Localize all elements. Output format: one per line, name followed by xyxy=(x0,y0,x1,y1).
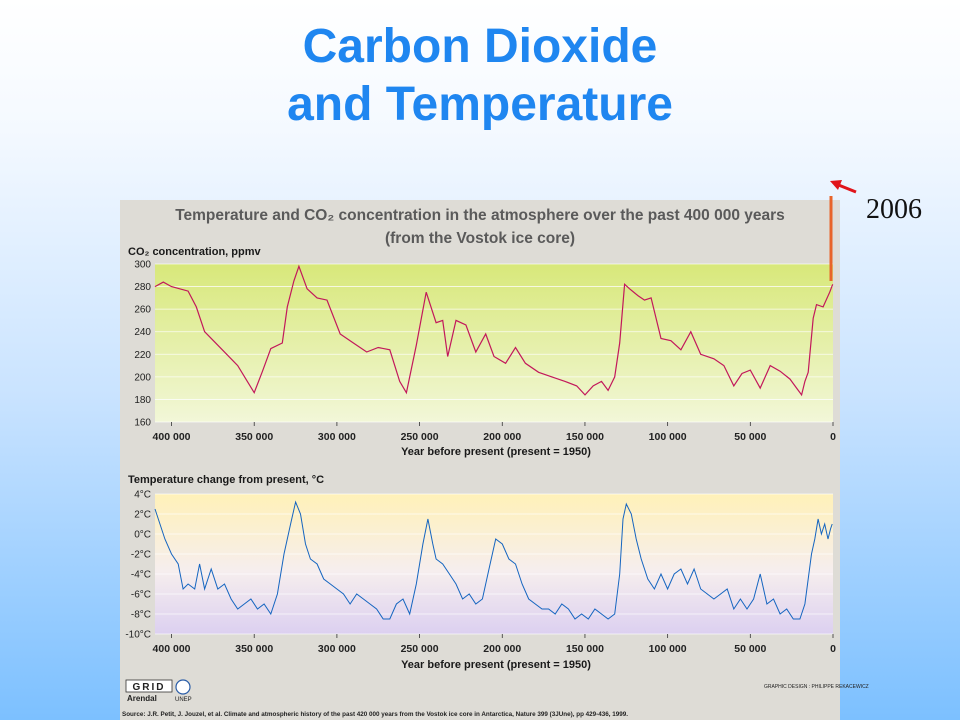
temperature-y-tick-label: -4°C xyxy=(131,570,151,581)
temperature-x-axis-title: Year before present (present = 1950) xyxy=(401,659,591,671)
temperature-y-tick-label: -2°C xyxy=(131,550,151,561)
logo-unep-text: UNEP xyxy=(175,697,192,703)
arrow-head xyxy=(830,180,842,190)
slide-title-line-2: and Temperature xyxy=(287,78,673,131)
temperature-x-tick-label: 50 000 xyxy=(734,643,766,655)
co2-y-tick-label: 160 xyxy=(134,418,151,429)
temperature-axis-title: Temperature change from present, °C xyxy=(128,474,324,486)
co2-y-tick-label: 200 xyxy=(134,372,151,383)
co2-x-tick-label: 0 xyxy=(830,431,836,443)
temperature-plot-background xyxy=(155,494,833,634)
co2-x-tick-label: 150 000 xyxy=(566,431,604,443)
temperature-y-tick-label: 4°C xyxy=(134,490,151,501)
source-citation: Source: J.R. Petit, J. Jouzel, et al. Cl… xyxy=(122,711,628,718)
co2-series-line xyxy=(154,264,834,397)
slide-title-line-1: Carbon Dioxide xyxy=(302,20,658,73)
temperature-x-tick-label: 0 xyxy=(830,643,836,655)
temperature-y-tick-label: -8°C xyxy=(131,610,151,621)
co2-y-tick-label: 240 xyxy=(134,327,151,338)
co2-y-tick-label: 180 xyxy=(134,395,151,406)
logo-grid-text: GRID xyxy=(133,682,166,693)
grid-arendal-logo: GRID Arendal xyxy=(125,679,173,703)
temperature-y-tick-label: -10°C xyxy=(125,630,151,641)
slide-title: Carbon Dioxide and Temperature xyxy=(0,18,960,134)
temperature-y-tick-label: 2°C xyxy=(134,510,151,521)
temperature-y-tick-label: -6°C xyxy=(131,590,151,601)
temperature-y-tick-labels: 4°C 2°C 0°C -2°C -4°C -6°C -8°C -10°C xyxy=(125,490,151,641)
temperature-x-tick-labels: 400 000 350 000 300 000 250 000 200 000 150 0… xyxy=(153,634,836,655)
co2-x-tick-label: 250 000 xyxy=(401,431,439,443)
temperature-series-line xyxy=(154,500,833,620)
temperature-y-tick-label: 0°C xyxy=(134,530,151,541)
temperature-x-tick-label: 300 000 xyxy=(318,643,356,655)
co2-gridlines xyxy=(155,263,833,423)
temperature-x-tick-label: 100 000 xyxy=(649,643,687,655)
temperature-x-tick-label: 200 000 xyxy=(483,643,521,655)
co2-y-tick-label: 300 xyxy=(134,260,151,271)
co2-y-tick-label: 260 xyxy=(134,305,151,316)
temperature-x-tick-label: 350 000 xyxy=(235,643,273,655)
co2-axis-title: CO₂ concentration, ppmv xyxy=(128,246,262,258)
co2-y-tick-label: 280 xyxy=(134,282,151,293)
co2-y-tick-labels: 160 180 200 220 240 260 280 300 xyxy=(134,260,151,429)
co2-x-axis-title: Year before present (present = 1950) xyxy=(401,446,591,458)
co2-x-tick-labels: 400 000 350 000 300 000 250 000 200 000 150 0… xyxy=(153,422,836,443)
graphic-design-credit: GRAPHIC DESIGN : PHILIPPE REKACEWICZ xyxy=(764,684,869,690)
co2-y-tick-label: 220 xyxy=(134,350,151,361)
co2-x-tick-label: 200 000 xyxy=(483,431,521,443)
figure-title-line-2: (from the Vostok ice core) xyxy=(385,230,575,247)
co2-x-tick-label: 300 000 xyxy=(318,431,356,443)
temperature-x-tick-label: 400 000 xyxy=(153,643,191,655)
unep-logo: UNEP xyxy=(175,679,192,703)
figure-title-line-1: Temperature and CO₂ concentration in the… xyxy=(175,207,785,224)
logo-arendal-text: Arendal xyxy=(127,694,157,703)
co2-plot-background xyxy=(155,264,833,422)
co2-x-tick-label: 50 000 xyxy=(734,431,766,443)
co2-x-tick-label: 350 000 xyxy=(235,431,273,443)
temperature-x-tick-label: 150 000 xyxy=(566,643,604,655)
co2-x-tick-label: 100 000 xyxy=(649,431,687,443)
co2-x-tick-label: 400 000 xyxy=(153,431,191,443)
year-2006-annotation: 2006 xyxy=(866,194,922,225)
temperature-x-tick-label: 250 000 xyxy=(401,643,439,655)
